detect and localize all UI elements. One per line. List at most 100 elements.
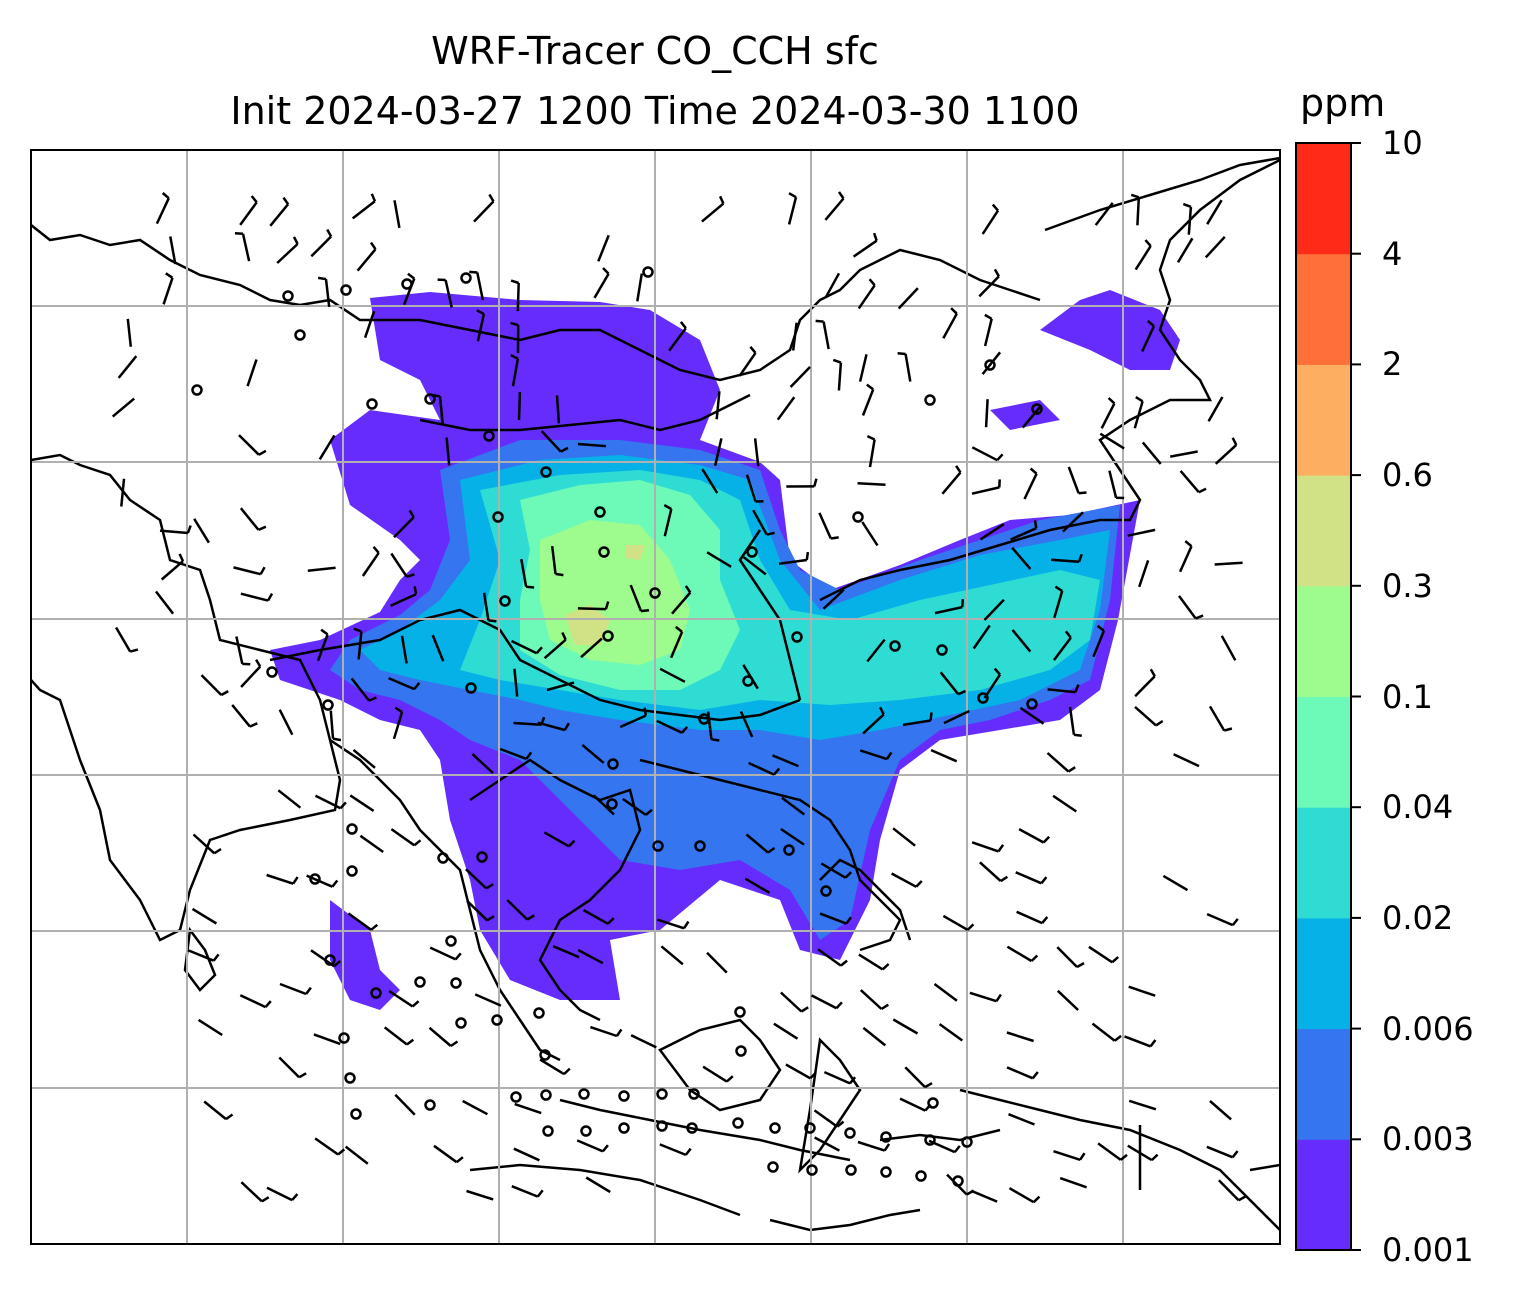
wind-barb-staff xyxy=(357,631,363,660)
wind-barb-flag xyxy=(1184,540,1193,548)
wind-barb-staff xyxy=(1100,402,1116,429)
calm-wind-marker xyxy=(437,852,449,864)
coastlines xyxy=(31,156,1280,1232)
wind-barb-flag xyxy=(413,839,422,847)
wind-barb-staff xyxy=(269,203,290,227)
calm-wind-marker xyxy=(889,640,901,652)
calm-wind-marker xyxy=(769,1122,781,1134)
wind-barb-staff xyxy=(306,874,333,888)
wind-barb-flag xyxy=(684,585,692,594)
wind-barb-flag xyxy=(261,1196,270,1203)
wind-barb-flag xyxy=(929,712,933,721)
calm-wind-marker xyxy=(880,1131,892,1143)
wind-barb-staff xyxy=(581,743,605,764)
wind-barb-staff xyxy=(983,598,1005,621)
wind-barb-staff xyxy=(240,592,269,602)
wind-barb-staff xyxy=(429,946,457,961)
wind-barb-staff xyxy=(970,1189,998,1203)
wind-barb-staff xyxy=(593,273,610,299)
wind-barb-flag xyxy=(880,1003,889,1011)
wind-barb-flag xyxy=(1231,918,1239,926)
wind-barb-flag xyxy=(431,393,441,398)
wind-barb-flag xyxy=(604,601,610,610)
wind-barb-staff xyxy=(619,714,647,729)
wind-barb-staff xyxy=(239,201,258,226)
calm-wind-marker xyxy=(845,1164,857,1176)
wind-barb-flag xyxy=(993,667,1001,676)
wind-barb-flag xyxy=(1073,733,1082,737)
calm-wind-marker xyxy=(806,1164,818,1176)
wind-barb-flag xyxy=(510,353,519,360)
wind-barb-staff xyxy=(1108,470,1118,499)
wind-barb-staff xyxy=(431,634,445,662)
wind-barb-flag xyxy=(835,1001,843,1010)
wind-barb-staff xyxy=(577,948,604,965)
wind-barb-staff xyxy=(630,1034,657,1049)
calm-wind-marker xyxy=(266,666,278,678)
wind-barb-staff xyxy=(476,272,485,301)
wind-barb-staff xyxy=(266,873,294,885)
wind-barb-staff xyxy=(972,624,991,650)
wind-barb-staff xyxy=(742,664,759,690)
wind-barb-flag xyxy=(1144,239,1152,247)
calm-wind-marker xyxy=(510,1091,522,1103)
colorbar-tick-label: 0.02 xyxy=(1382,898,1454,937)
wind-barb-flag xyxy=(924,1082,933,1089)
wind-barb-staff xyxy=(555,395,561,424)
wind-barb-staff xyxy=(1134,705,1157,727)
colorbar-band xyxy=(1296,364,1351,476)
calm-wind-marker xyxy=(652,840,664,852)
wind-barb-flag xyxy=(805,551,810,561)
wind-barb-staff xyxy=(818,512,832,540)
wind-barb-staff xyxy=(1006,1066,1034,1080)
wind-barb-staff xyxy=(822,588,845,610)
wind-barb-flag xyxy=(800,1006,809,1013)
wind-barb-staff xyxy=(393,516,415,539)
wind-barb-staff xyxy=(239,994,267,1009)
wind-barb-staff xyxy=(233,566,262,576)
wind-barb-staff xyxy=(543,638,567,660)
wind-barb-flag xyxy=(291,1193,299,1201)
wind-barb-flag xyxy=(815,319,824,323)
calm-wind-marker xyxy=(533,1007,545,1019)
calm-wind-marker xyxy=(465,682,477,694)
calm-wind-marker xyxy=(499,595,511,607)
wind-barb-staff xyxy=(324,278,331,308)
calm-wind-marker xyxy=(340,284,352,296)
wind-barb-staff xyxy=(438,396,444,425)
wind-barb-staff xyxy=(1134,245,1152,271)
wind-barb-staff xyxy=(473,200,495,223)
wind-barb-staff xyxy=(742,556,767,576)
wind-barb-flag xyxy=(1155,719,1164,727)
wind-barb-staff xyxy=(1018,828,1045,844)
wind-barb-staff xyxy=(859,749,888,761)
wind-barb-staff xyxy=(1006,945,1033,963)
wind-barb-flag xyxy=(767,846,776,854)
wind-barb-flag xyxy=(178,553,185,562)
wind-barb-flag xyxy=(407,272,416,280)
wind-barb-flag xyxy=(915,880,923,888)
wind-barb-staff xyxy=(1046,752,1070,773)
calm-wind-marker xyxy=(460,272,472,284)
wind-barb-staff xyxy=(891,872,917,888)
wind-barb-flag xyxy=(663,504,672,511)
wind-barb-staff xyxy=(939,671,960,695)
calm-wind-marker xyxy=(322,699,334,711)
wind-barb-staff xyxy=(476,313,486,342)
wind-barb-flag xyxy=(368,696,377,702)
wind-barb-flag xyxy=(749,345,757,354)
wind-barb-staff xyxy=(1010,527,1037,541)
wind-barb-staff xyxy=(349,794,375,812)
wind-barb-flag xyxy=(186,525,192,534)
wind-barb-staff xyxy=(778,558,807,565)
wind-barb-staff xyxy=(938,1023,964,1042)
wind-barb-staff xyxy=(241,233,251,262)
calm-wind-marker xyxy=(598,546,610,558)
wind-barb-flag xyxy=(525,751,533,760)
wind-barb-staff xyxy=(193,518,210,544)
wind-barb-staff xyxy=(1092,630,1106,658)
wind-barb-flag xyxy=(450,1040,459,1048)
wind-barb-flag xyxy=(567,839,576,848)
wind-barb-flag xyxy=(370,923,379,931)
wind-barb-flag xyxy=(1150,1153,1159,1162)
